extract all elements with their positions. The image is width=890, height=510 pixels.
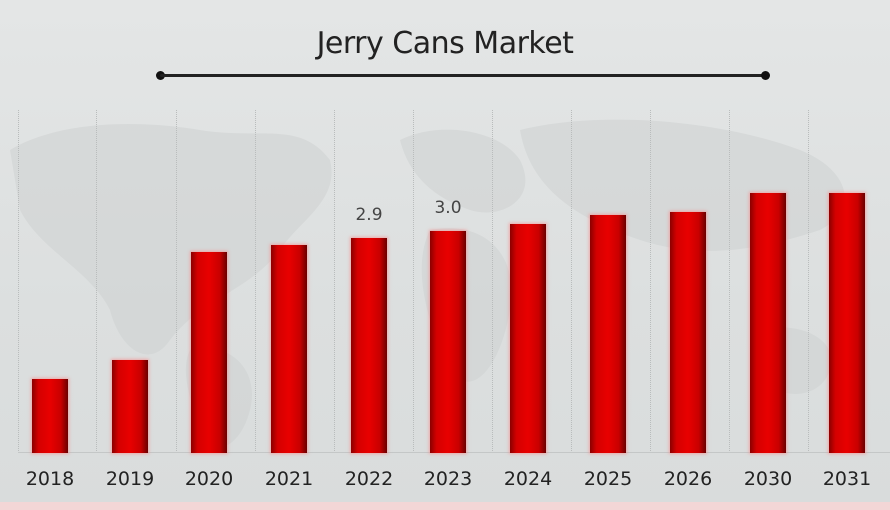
x-tick-label: 2026 — [663, 468, 713, 490]
bar-2021 — [271, 245, 307, 453]
bar-2024 — [510, 224, 546, 453]
x-tick-label: 2022 — [344, 468, 394, 490]
bar-2030 — [750, 193, 786, 453]
gridline — [334, 110, 335, 453]
title-line-right-dot — [761, 71, 770, 80]
chart-title: Jerry Cans Market — [316, 26, 574, 61]
data-label-2022: 2.9 — [355, 205, 383, 225]
gridline — [729, 110, 730, 453]
bar-2022 — [351, 238, 387, 453]
bar-2026 — [670, 212, 706, 453]
x-tick-label: 2019 — [105, 468, 155, 490]
title-underline — [160, 74, 766, 77]
x-tick-label: 2021 — [264, 468, 314, 490]
gridline — [571, 110, 572, 453]
x-tick-label: 2024 — [503, 468, 553, 490]
x-tick-label: 2031 — [822, 468, 872, 490]
x-tick-label: 2025 — [583, 468, 633, 490]
x-tick-label: 2018 — [25, 468, 75, 490]
bar-2023 — [430, 231, 466, 453]
x-tick-label: 2020 — [184, 468, 234, 490]
gridline — [650, 110, 651, 453]
gridline — [492, 110, 493, 453]
gridline — [18, 110, 19, 453]
bar-2031 — [829, 193, 865, 453]
gridline — [176, 110, 177, 453]
bar-2018 — [32, 379, 68, 453]
gridline — [255, 110, 256, 453]
bottom-accent-strip — [0, 502, 890, 510]
gridline — [808, 110, 809, 453]
gridline — [96, 110, 97, 453]
bar-2019 — [112, 360, 148, 453]
bar-2020 — [191, 252, 227, 453]
x-tick-label: 2023 — [423, 468, 473, 490]
x-tick-label: 2030 — [743, 468, 793, 490]
plot-area: 2.9 3.0 — [0, 110, 890, 453]
bar-2025 — [590, 215, 626, 453]
data-label-2023: 3.0 — [434, 198, 462, 218]
gridline — [413, 110, 414, 453]
